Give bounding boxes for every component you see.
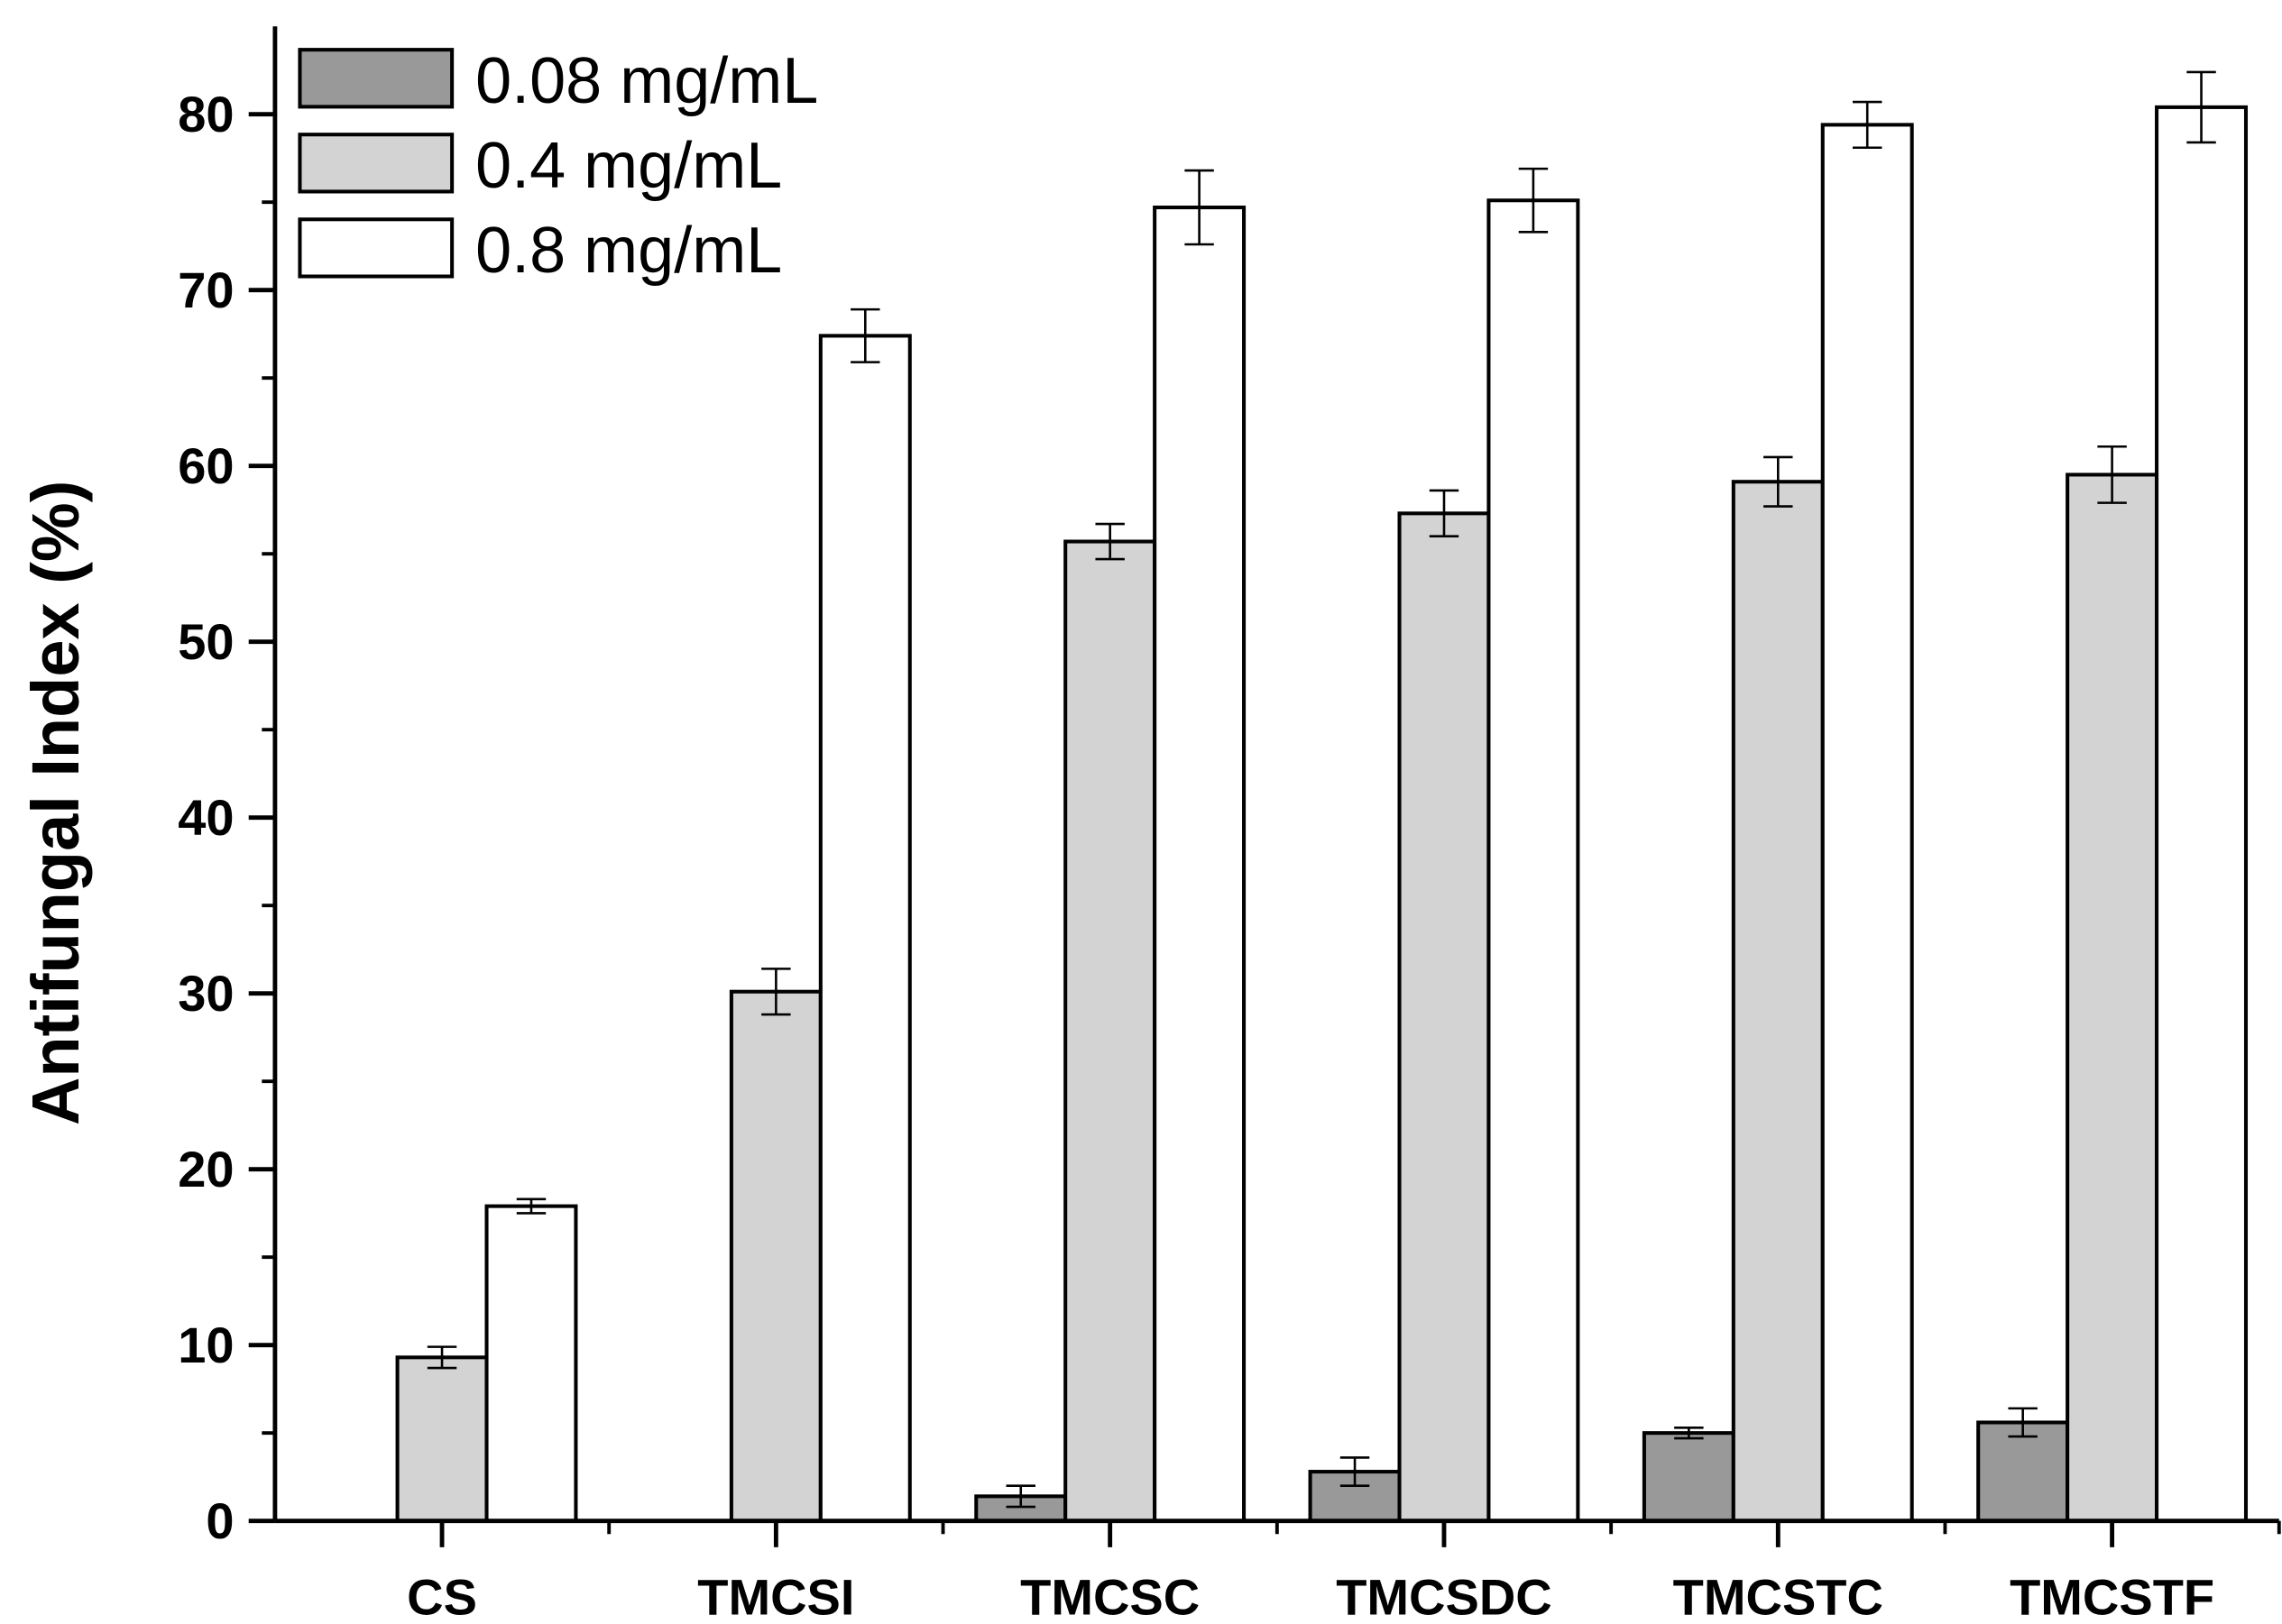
legend-swatch-series-3 <box>298 217 455 279</box>
bar-CS-series-3 <box>484 1204 578 1523</box>
error-bars <box>427 70 2216 1509</box>
legend: 0.08 mg/mL 0.4 mg/mL 0.8 mg/mL <box>298 45 818 287</box>
y-tick-label-80: 80 <box>178 86 234 142</box>
bars <box>395 105 2249 1523</box>
bar-TMCSTC-series-1 <box>1642 1431 1735 1523</box>
y-tick-label-0: 0 <box>206 1492 234 1549</box>
y-tick-label-30: 30 <box>178 965 234 1022</box>
x-tick-label-CS: CS <box>407 1569 477 1624</box>
legend-label-series-2: 0.4 mg/mL <box>475 130 782 202</box>
legend-label-series-3: 0.8 mg/mL <box>475 215 782 287</box>
y-tick-label-70: 70 <box>178 261 234 318</box>
y-tick-label-20: 20 <box>178 1141 234 1197</box>
y-tick-label-50: 50 <box>178 613 234 670</box>
y-tick-label-60: 60 <box>178 437 234 494</box>
x-tick-label-TMCSI: TMCSI <box>697 1569 854 1624</box>
bar-TMCSI-series-2 <box>729 989 823 1523</box>
bar-TMCSTF-series-3 <box>2155 105 2249 1523</box>
bar-TMCSDC-series-3 <box>1486 198 1580 1523</box>
x-tick-label-TMCSC: TMCSC <box>1020 1569 1200 1624</box>
bar-TMCSI-series-3 <box>818 334 912 1523</box>
axes: 0 10 20 30 40 50 60 70 80 CS TMCSI TMCSC TMCSDC TMCST… <box>18 26 2281 1624</box>
x-tick-label-TMCSTC: TMCSTC <box>1673 1569 1883 1624</box>
y-tick-label-10: 10 <box>178 1317 234 1373</box>
bar-TMCSTC-series-2 <box>1731 480 1825 1523</box>
bar-CS-series-2 <box>395 1355 489 1523</box>
bar-TMCSDC-series-2 <box>1397 511 1491 1523</box>
y-tick-label-40: 40 <box>178 789 234 846</box>
x-tick-label-TMCSDC: TMCSDC <box>1336 1569 1552 1624</box>
legend-swatch-series-2 <box>298 133 455 194</box>
legend-label-series-1: 0.08 mg/mL <box>475 45 818 117</box>
bar-TMCSTC-series-3 <box>1820 123 1914 1523</box>
legend-swatch-series-1 <box>298 48 455 109</box>
bar-TMCSTF-series-2 <box>2066 473 2159 1523</box>
x-tick-label-TMCSTF: TMCSTF <box>2010 1569 2214 1624</box>
y-axis-title: Antifungal Index (%) <box>18 481 93 1125</box>
bar-TMCSC-series-2 <box>1063 539 1157 1523</box>
bar-TMCSC-series-3 <box>1153 206 1247 1523</box>
